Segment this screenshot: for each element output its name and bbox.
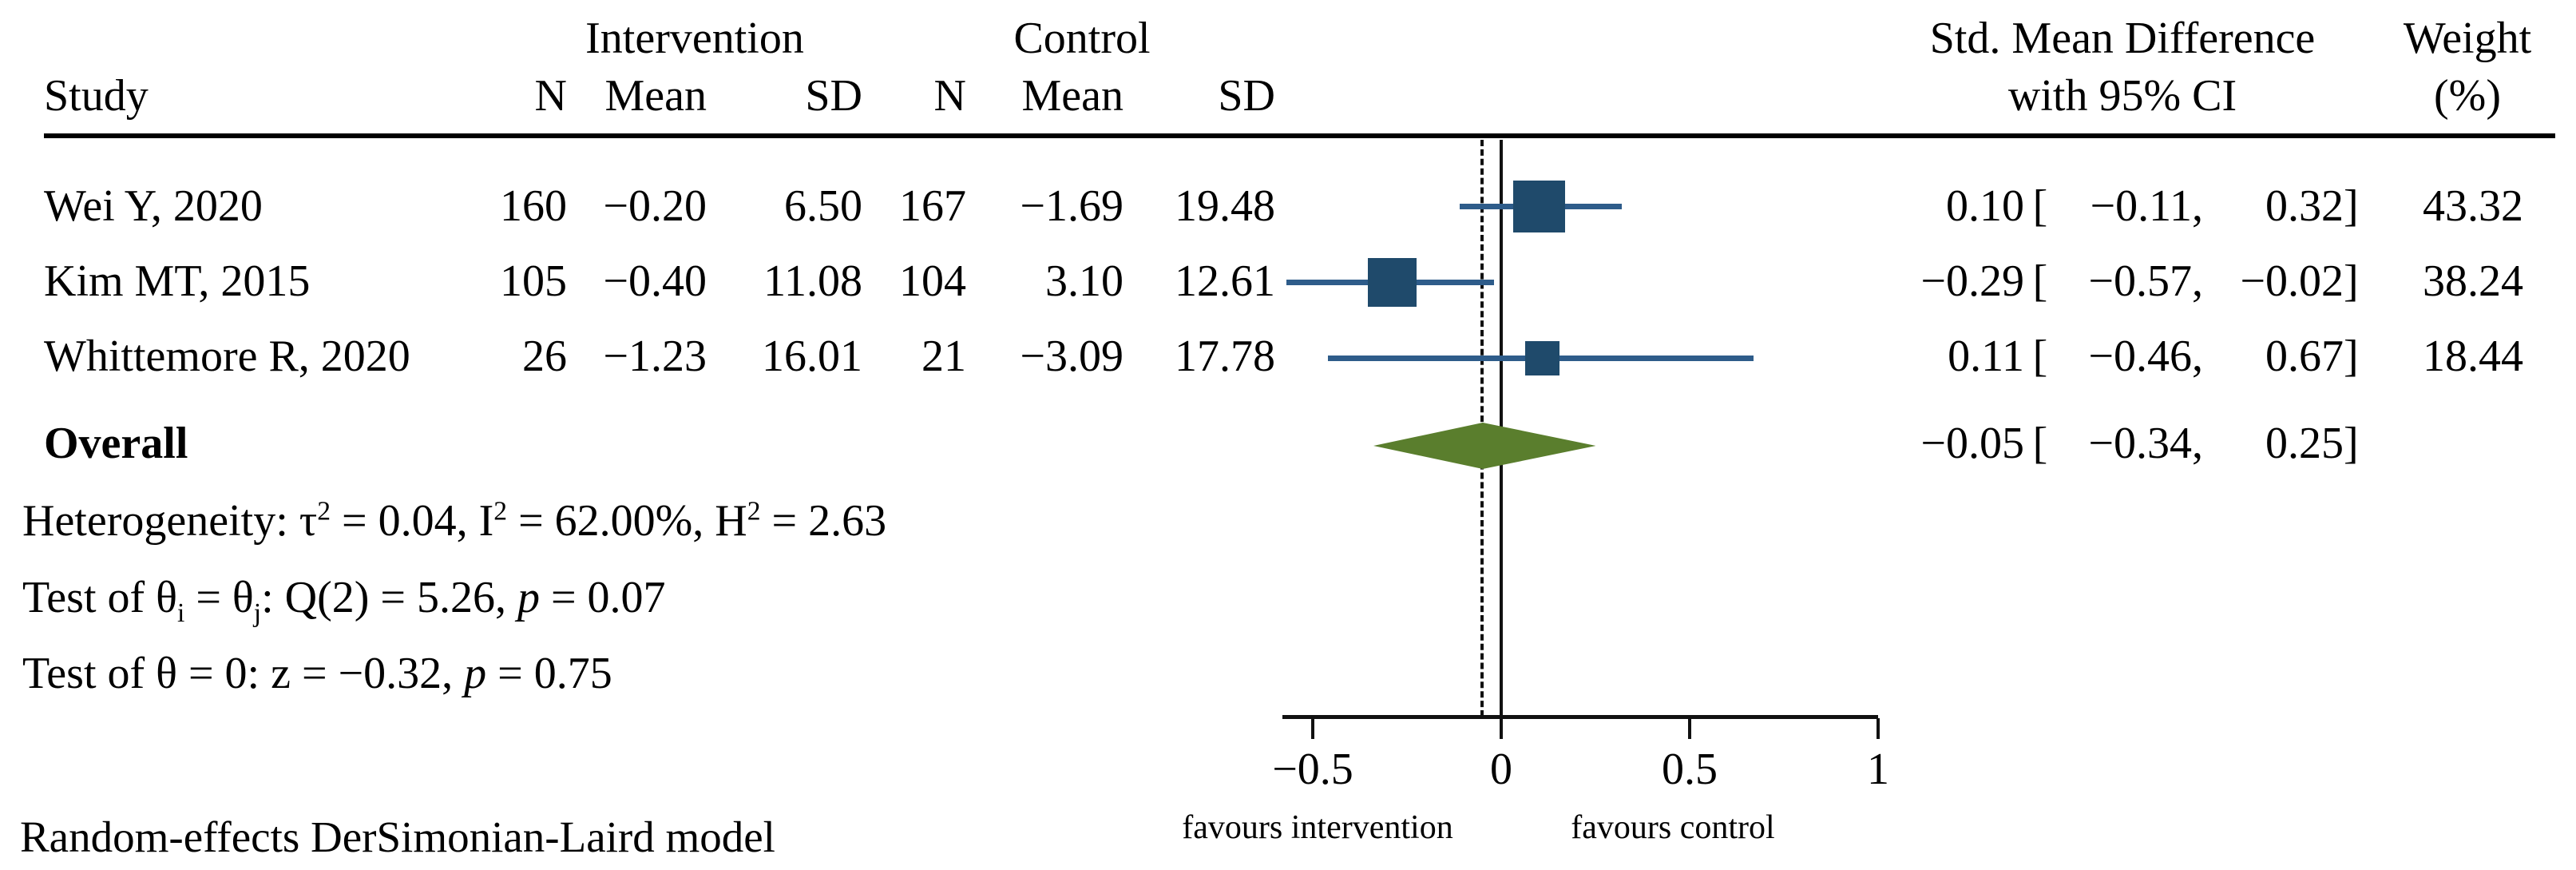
axis-tick [1688,718,1691,739]
col-header-mean-control: Mean [1021,71,1124,121]
ci-lower: −0.11 [2090,181,2192,231]
axis-tick-label: 0 [1490,745,1512,794]
col-header-n-intervention: N [534,71,567,121]
col-header-weight-line2: (%) [2434,71,2501,121]
mean-intervention: −1.23 [603,332,707,381]
bracket-close: ] [2344,256,2359,306]
n-control: 167 [899,181,966,231]
smd-ci-value: −0.29 [ −0.57 , −0.02 ] [1877,257,2388,305]
smd-ci-value: 0.11 [ −0.46 , 0.67 ] [1877,332,2388,380]
study-effect-square [1367,257,1417,307]
bracket-open: [ [2032,332,2048,381]
bracket-close: ] [2344,332,2359,381]
comma: , [2192,419,2203,468]
study-name: Kim MT, 2015 [44,256,311,306]
n-control: 21 [921,332,966,381]
ci-lower: −0.46 [2088,332,2192,381]
col-header-sd-intervention: SD [805,71,862,121]
header-row-groups: Intervention Control Std. Mean Differenc… [0,14,2576,62]
sd-control: 17.78 [1175,332,1275,381]
x-axis-line [1282,715,1878,719]
axis-tick [1500,718,1503,739]
col-header-n-control: N [933,71,966,121]
bracket-open: [ [2032,256,2048,306]
n-intervention: 26 [522,332,567,381]
bracket-open: [ [2032,181,2048,231]
n-intervention: 105 [500,256,567,306]
sd-control: 19.48 [1175,181,1275,231]
col-header-smd-line2: with 95% CI [2007,71,2237,121]
comma: , [2192,332,2203,381]
ci-lower: −0.34 [2088,419,2192,468]
test-q-stats: Test of θi = θj: Q(2) = 5.26, p = 0.07 [22,573,666,629]
smd-estimate: −0.29 [1920,256,2024,306]
ci-upper: −0.02 [2240,256,2344,306]
table-row: Kim MT, 2015 105 −0.40 11.08 104 3.10 12… [0,257,2576,305]
comma: , [2192,181,2203,231]
overall-smd-ci-value: −0.05 [ −0.34 , 0.25 ] [1877,419,2388,467]
bracket-open: [ [2032,419,2048,468]
sd-intervention: 11.08 [763,256,862,306]
axis-tick [1311,718,1314,739]
ci-upper: 0.32 [2265,181,2344,231]
mean-control: −1.69 [1020,181,1124,231]
mean-intervention: −0.20 [603,181,707,231]
col-header-smd-line1: Std. Mean Difference [1929,14,2316,63]
study-name: Wei Y, 2020 [44,181,263,231]
overall-row: Overall −0.05 [ −0.34 , 0.25 ] [0,419,2576,467]
study-effect-square [1512,180,1565,232]
col-group-control: Control [1013,14,1151,63]
heterogeneity-stats: Heterogeneity: τ2 = 0.04, I2 = 62.00%, H… [22,496,887,546]
col-header-weight-line1: Weight [2403,14,2532,63]
sd-control: 12.61 [1175,256,1275,306]
col-header-sd-control: SD [1218,71,1275,121]
model-note: Random-effects DerSimonian-Laird model [20,812,775,861]
axis-tick [1877,718,1880,739]
study-effect-square [1525,340,1560,375]
ci-upper: 0.67 [2265,332,2344,381]
favours-right-label: favours control [1571,809,1775,846]
header-rule [44,133,2555,138]
sd-intervention: 6.50 [784,181,862,231]
mean-control: 3.10 [1045,256,1124,306]
favours-left-label: favours intervention [1182,809,1453,846]
ci-upper: 0.25 [2265,419,2344,468]
study-name: Whittemore R, 2020 [44,332,410,381]
weight-value: 18.44 [2423,332,2523,381]
smd-estimate: 0.11 [1948,332,2024,381]
mean-control: −3.09 [1020,332,1124,381]
ci-lower: −0.57 [2088,256,2192,306]
col-header-mean-intervention: Mean [604,71,707,121]
smd-estimate: −0.05 [1920,419,2024,468]
sd-intervention: 16.01 [762,332,862,381]
smd-ci-value: 0.10 [ −0.11 , 0.32 ] [1877,182,2388,230]
axis-tick-label: 1 [1867,745,1889,794]
col-group-intervention: Intervention [585,14,804,63]
table-row: Whittemore R, 2020 26 −1.23 16.01 21 −3.… [0,332,2576,380]
col-header-study: Study [44,71,149,121]
n-intervention: 160 [500,181,567,231]
axis-tick-label: −0.5 [1272,745,1353,794]
header-row-columns: Study N Mean SD N Mean SD with 95% CI (%… [0,72,2576,120]
bracket-close: ] [2344,181,2359,231]
bracket-close: ] [2344,419,2359,468]
smd-estimate: 0.10 [1946,181,2024,231]
n-control: 104 [899,256,966,306]
axis-tick-label: 0.5 [1662,745,1718,794]
weight-value: 43.32 [2423,181,2523,231]
overall-label: Overall [44,419,188,468]
overall-diamond [1373,423,1595,469]
table-row: Wei Y, 2020 160 −0.20 6.50 167 −1.69 19.… [0,182,2576,230]
weight-value: 38.24 [2423,256,2523,306]
test-z-stats: Test of θ = 0: z = −0.32, p = 0.75 [22,649,612,698]
comma: , [2192,256,2203,306]
mean-intervention: −0.40 [603,256,707,306]
